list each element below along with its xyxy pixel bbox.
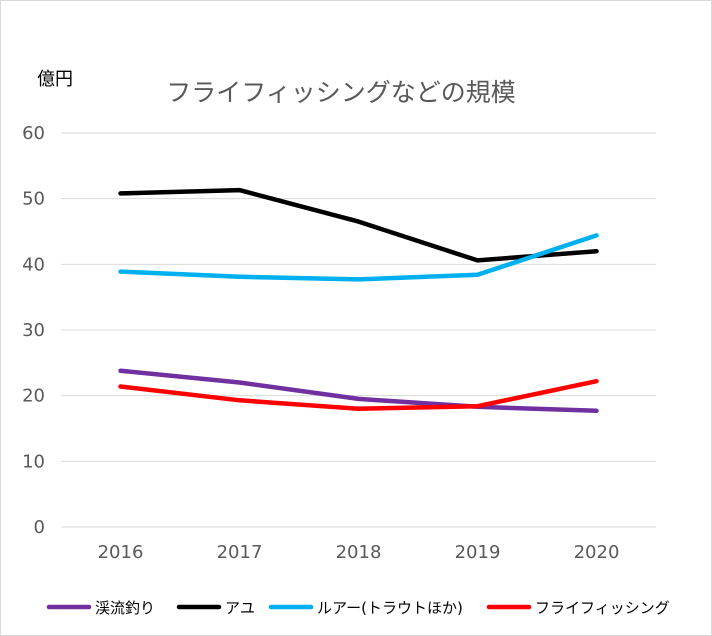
series-line-1 xyxy=(118,187,599,263)
x-tick-label: 2018 xyxy=(336,542,382,563)
legend-label: アユ xyxy=(225,599,255,617)
legend-label: ルアー(トラウトほか) xyxy=(317,599,463,617)
y-tick-label: 60 xyxy=(22,123,45,144)
y-tick-label: 50 xyxy=(22,189,45,210)
series-lines xyxy=(118,187,599,414)
series-line-3 xyxy=(118,378,599,412)
series-line-0 xyxy=(118,368,599,414)
x-tick-label: 2016 xyxy=(98,542,144,563)
gridlines xyxy=(61,132,656,528)
y-axis-ticks: 0 10 20 30 40 50 60 xyxy=(22,123,45,538)
y-tick-label: 30 xyxy=(22,320,45,341)
y-tick-label: 10 xyxy=(22,451,45,472)
x-tick-label: 2020 xyxy=(574,542,620,563)
x-axis-ticks: 2016 2017 2018 2019 2020 xyxy=(98,542,620,563)
y-tick-label: 0 xyxy=(34,517,45,538)
legend: 渓流釣り アユ ルアー(トラウトほか) フライフィッシング xyxy=(46,599,670,617)
legend-label: 渓流釣り xyxy=(95,599,155,617)
series-line-2 xyxy=(118,233,599,282)
y-tick-label: 40 xyxy=(22,254,45,275)
chart-title: フライフィッシングなどの規模 xyxy=(166,78,516,107)
x-tick-label: 2019 xyxy=(455,542,501,563)
y-tick-label: 20 xyxy=(22,386,45,407)
unit-label: 億円 xyxy=(37,69,73,90)
x-tick-label: 2017 xyxy=(217,542,263,563)
legend-label: フライフィッシング xyxy=(535,599,670,617)
